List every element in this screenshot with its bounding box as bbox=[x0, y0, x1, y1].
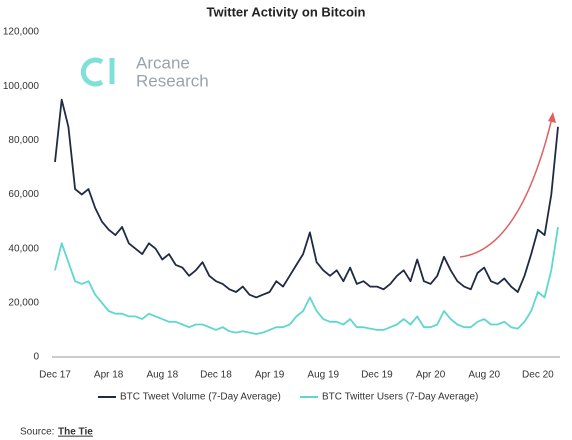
y-tick-label: 100,000 bbox=[3, 81, 40, 92]
y-tick-label: 120,000 bbox=[3, 27, 40, 38]
x-tick-label: Apr 20 bbox=[416, 370, 446, 381]
y-tick-label: 0 bbox=[33, 352, 39, 363]
x-tick-label: Dec 20 bbox=[522, 370, 554, 381]
series-line bbox=[54, 226, 559, 335]
series-line bbox=[54, 98, 559, 299]
chart-title: Twitter Activity on Bitcoin bbox=[207, 4, 366, 19]
x-tick-label: Apr 18 bbox=[94, 370, 124, 381]
x-tick-label: Aug 18 bbox=[146, 370, 178, 381]
x-tick-label: Apr 19 bbox=[255, 370, 285, 381]
x-tick-label: Dec 17 bbox=[39, 370, 71, 381]
x-tick-label: Aug 19 bbox=[307, 370, 339, 381]
y-tick-label: 20,000 bbox=[8, 297, 39, 308]
source-label: Source: bbox=[20, 427, 54, 438]
watermark: Arcane bbox=[136, 53, 190, 72]
y-tick-label: 40,000 bbox=[8, 243, 39, 254]
y-tick-label: 60,000 bbox=[8, 189, 39, 200]
logo: Arcane Research bbox=[80, 53, 209, 90]
legend-label: BTC Twitter Users (7-Day Average) bbox=[322, 392, 478, 403]
logo-mark bbox=[80, 57, 104, 87]
x-tick-label: Dec 19 bbox=[361, 370, 393, 381]
x-tick-label: Aug 20 bbox=[468, 370, 500, 381]
x-tick-label: Dec 18 bbox=[200, 370, 232, 381]
legend-label: BTC Tweet Volume (7-Day Average) bbox=[120, 392, 281, 403]
source: The Tie bbox=[58, 427, 93, 438]
annotation-arrowhead bbox=[548, 112, 556, 123]
watermark: Research bbox=[136, 71, 209, 90]
annotation-arrow bbox=[459, 117, 553, 258]
y-tick-label: 80,000 bbox=[8, 135, 39, 146]
